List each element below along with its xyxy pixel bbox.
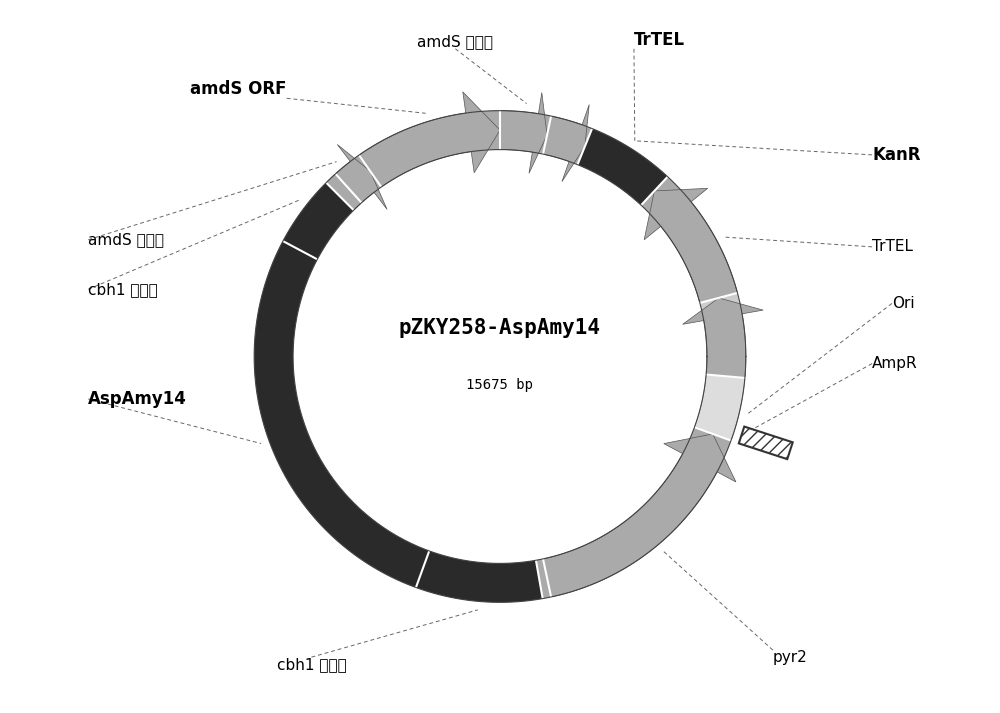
- Text: pyr2: pyr2: [773, 650, 808, 665]
- Text: AmpR: AmpR: [872, 356, 918, 371]
- Polygon shape: [359, 92, 500, 187]
- Text: pZKY258-AspAmy14: pZKY258-AspAmy14: [399, 318, 601, 338]
- Text: TrTEL: TrTEL: [634, 31, 685, 48]
- Text: cbh1 终止子: cbh1 终止子: [88, 282, 158, 297]
- Polygon shape: [543, 434, 736, 597]
- Polygon shape: [739, 426, 793, 459]
- Polygon shape: [644, 188, 737, 303]
- Text: amdS ORF: amdS ORF: [190, 81, 287, 98]
- Polygon shape: [416, 551, 543, 602]
- Text: amdS 启动子: amdS 启动子: [88, 232, 164, 247]
- Polygon shape: [536, 374, 745, 599]
- Text: AspAmy14: AspAmy14: [88, 390, 187, 408]
- Polygon shape: [254, 111, 746, 602]
- Text: 15675 bp: 15675 bp: [466, 378, 534, 392]
- Text: TrTEL: TrTEL: [872, 240, 913, 255]
- Polygon shape: [578, 128, 668, 205]
- Polygon shape: [326, 111, 737, 303]
- Polygon shape: [694, 374, 745, 441]
- Polygon shape: [326, 145, 387, 210]
- Polygon shape: [283, 174, 362, 260]
- Polygon shape: [254, 241, 429, 588]
- Text: amdS 终止子: amdS 终止子: [417, 34, 493, 48]
- Text: KanR: KanR: [872, 146, 921, 164]
- Polygon shape: [543, 105, 589, 182]
- Text: Ori: Ori: [892, 296, 915, 311]
- Polygon shape: [683, 298, 763, 378]
- Text: cbh1 启动子: cbh1 启动子: [277, 657, 346, 672]
- Polygon shape: [500, 93, 547, 173]
